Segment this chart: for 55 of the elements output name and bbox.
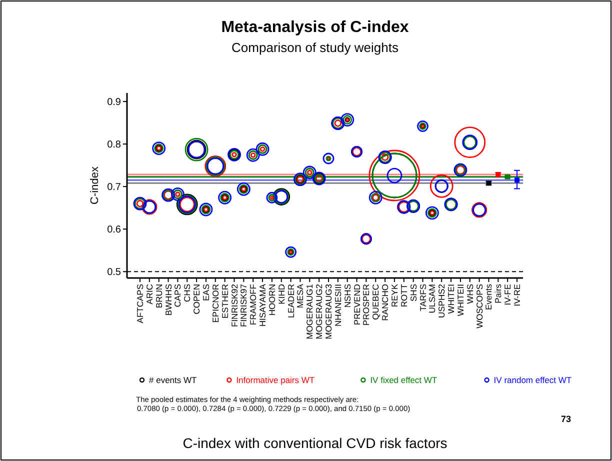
- legend-label: IV fixed effect WT: [370, 375, 438, 385]
- x-tick-label: HOORN: [266, 284, 277, 316]
- x-tick-label: Pairs: [493, 284, 504, 304]
- x-tick-label: WHITEII: [455, 284, 466, 316]
- x-tick-label: AFTCAPS: [135, 284, 145, 324]
- x-tick-label: FINRISK92: [229, 284, 240, 327]
- x-tick-label: MOGERAUG1: [304, 284, 315, 340]
- x-tick-label: EAS: [200, 284, 211, 302]
- x-tick-label: PROSPER: [361, 284, 372, 326]
- x-tick-label: CHS: [182, 284, 192, 302]
- legend-label: # events WT: [149, 375, 197, 385]
- x-tick-label: TARFS: [418, 284, 428, 312]
- x-tick-label: BWHHS: [163, 284, 174, 316]
- x-tick-label: FRAMOFF: [248, 284, 258, 326]
- text: C-index with conventional CVD risk factors: [182, 435, 448, 451]
- x-tick-label: BRUN: [154, 284, 164, 308]
- x-tick-label: MESA: [295, 284, 306, 308]
- x-tick-label: ARIC: [144, 284, 154, 304]
- chart-title: Meta-analysis of C-index: [221, 19, 409, 36]
- y-tick-label: 0.8: [107, 140, 122, 151]
- chart-subtitle: Comparison of study weights: [232, 40, 399, 55]
- x-tick-label: CAPS: [172, 284, 183, 308]
- x-tick-label: QUEBEC: [370, 284, 381, 320]
- x-tick-label: FINRISK97: [238, 284, 249, 327]
- x-tick-label: IV-FE: [502, 284, 513, 306]
- y-axis-title: C-index: [89, 166, 101, 204]
- x-tick-label: COPEN: [192, 284, 202, 314]
- text: 73: [560, 414, 572, 424]
- y-tick-label: 0.6: [107, 224, 122, 236]
- y-tick-label: 0.7: [107, 182, 122, 194]
- x-tick-label: Events: [484, 284, 494, 310]
- x-tick-label: NHANESIII: [332, 284, 343, 327]
- y-tick-label: 0.9: [107, 97, 122, 108]
- x-tick-label: NSHS: [342, 284, 352, 308]
- x-tick-label: HISAYAMA: [258, 284, 268, 327]
- y-tick-label: 0.5: [107, 267, 122, 278]
- legend-label: IV random effect WT: [494, 375, 572, 385]
- x-tick-label: WHS: [464, 284, 475, 304]
- x-tick-label: ROTT: [398, 284, 409, 308]
- x-tick-label: SHS: [408, 284, 418, 302]
- x-tick-label: KIHD: [276, 284, 286, 304]
- x-tick-label: PREVEND: [352, 284, 362, 326]
- x-tick-label: LEADER: [286, 284, 296, 318]
- x-tick-label: REYK: [389, 284, 400, 308]
- x-tick-label: WOSCOPS: [474, 284, 484, 328]
- legend-label: Informative pairs WT: [236, 375, 315, 385]
- x-tick-label: RANCHO: [380, 284, 390, 321]
- x-tick-label: IV-RE: [512, 284, 522, 306]
- x-tick-label: MOGERAUG2: [314, 284, 324, 340]
- x-tick-label: USPHS2: [436, 284, 447, 318]
- x-tick-label: MOGERAUG3: [324, 284, 334, 340]
- x-tick-label: ESTHER: [220, 284, 230, 318]
- x-tick-label: ULSAM: [427, 284, 438, 314]
- x-tick-label: WHITEI: [446, 284, 456, 314]
- x-tick-label: EPICNOR: [210, 284, 220, 323]
